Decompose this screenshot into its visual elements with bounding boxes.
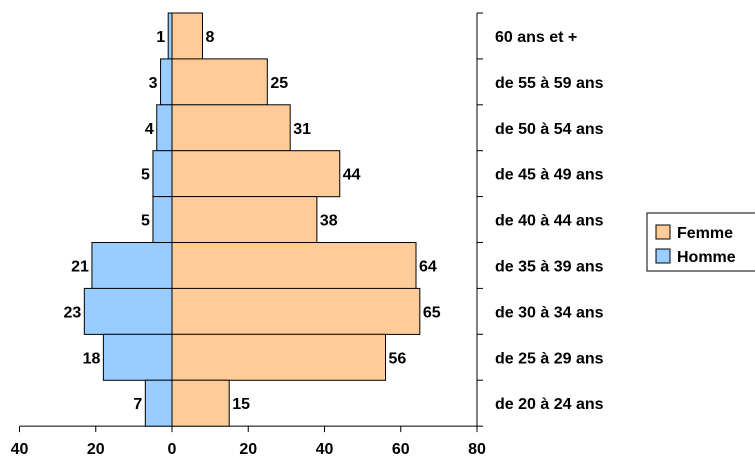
- homme-data-label: 21: [71, 258, 89, 275]
- femme-data-label: 8: [206, 29, 215, 46]
- x-tick-label: 40: [11, 441, 29, 458]
- x-tick-label: 80: [468, 441, 486, 458]
- femme-bar: [171, 104, 291, 152]
- femme-bar: [171, 333, 386, 381]
- femme-bar: [171, 196, 318, 244]
- homme-data-label: 4: [145, 121, 154, 138]
- femme-data-label: 31: [293, 121, 311, 138]
- femme-data-label: 65: [423, 304, 441, 321]
- homme-data-label: 3: [149, 75, 158, 92]
- homme-bar: [91, 242, 173, 289]
- category-label: de 25 à 29 ans: [495, 350, 604, 367]
- category-label: de 40 à 44 ans: [495, 213, 604, 230]
- homme-bar: [167, 12, 173, 60]
- femme-bar: [171, 12, 203, 60]
- homme-bar: [160, 58, 173, 106]
- legend-label: Femme: [677, 225, 733, 242]
- x-tick-label: 20: [87, 441, 105, 458]
- legend-label: Homme: [677, 249, 736, 266]
- homme-bar: [102, 333, 173, 381]
- femme-data-label: 25: [270, 75, 288, 92]
- legend-swatch: [655, 224, 671, 240]
- bar-layer: [83, 12, 421, 427]
- category-label: de 45 à 49 ans: [495, 167, 604, 184]
- label-layer: 8 1 60 ans et + 25 3 de 55 à 59 ans 31 4 de 50 à…: [64, 29, 604, 413]
- x-tick-label: 40: [316, 441, 334, 458]
- homme-data-label: 5: [141, 213, 150, 230]
- femme-data-label: 56: [389, 350, 407, 367]
- femme-bar: [171, 58, 268, 106]
- homme-data-label: 23: [64, 304, 82, 321]
- legend: Femme Homme: [646, 212, 755, 272]
- category-label: de 50 à 54 ans: [495, 121, 604, 138]
- homme-bar: [152, 150, 173, 198]
- category-label: de 20 à 24 ans: [495, 396, 604, 413]
- legend-swatch: [655, 248, 671, 264]
- femme-data-label: 44: [343, 167, 361, 184]
- femme-bar: [171, 242, 417, 289]
- axis-layer: 40 20 0 20 40 60 80: [11, 12, 486, 458]
- femme-data-label: 15: [232, 396, 250, 413]
- category-label: de 35 à 39 ans: [495, 258, 604, 275]
- femme-data-label: 64: [419, 258, 437, 275]
- category-label: de 55 à 59 ans: [495, 75, 604, 92]
- homme-data-label: 5: [141, 167, 150, 184]
- x-tick-label: 60: [392, 441, 410, 458]
- femme-bar: [171, 150, 341, 198]
- homme-data-label: 1: [156, 29, 165, 46]
- homme-bar: [83, 287, 173, 335]
- x-tick-label: 0: [168, 441, 177, 458]
- homme-bar: [152, 196, 173, 244]
- femme-bar: [171, 379, 230, 427]
- category-label: de 30 à 34 ans: [495, 304, 604, 321]
- femme-data-label: 38: [320, 213, 338, 230]
- homme-bar: [156, 104, 173, 152]
- homme-data-label: 7: [133, 396, 142, 413]
- homme-bar: [144, 379, 173, 427]
- femme-bar: [171, 287, 421, 335]
- homme-data-label: 18: [83, 350, 101, 367]
- x-tick-label: 20: [239, 441, 257, 458]
- category-label: 60 ans et +: [495, 29, 577, 46]
